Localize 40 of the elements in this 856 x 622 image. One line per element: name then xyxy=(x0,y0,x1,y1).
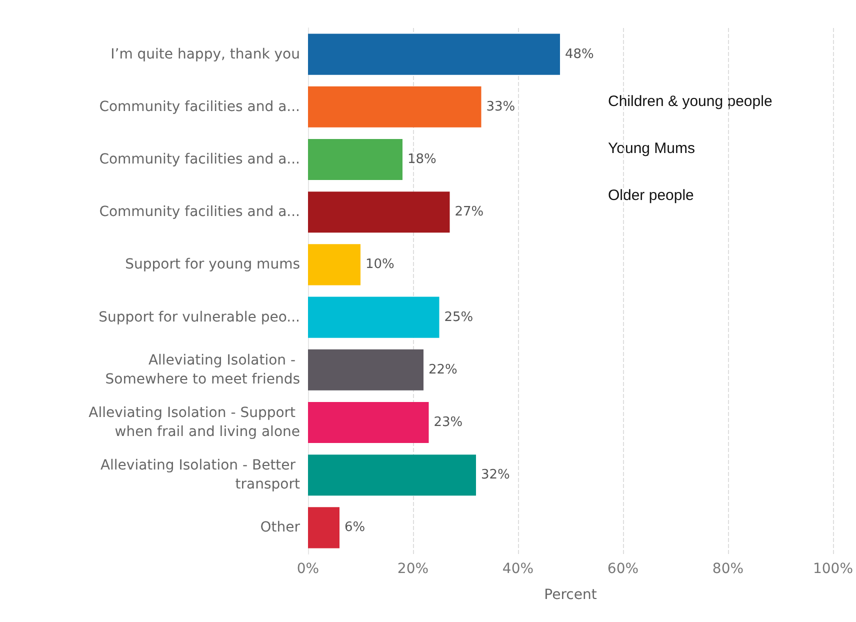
data-label: 33% xyxy=(486,99,516,114)
x-tick-label: 40% xyxy=(502,561,534,577)
x-axis-title: Percent xyxy=(544,587,598,603)
bar xyxy=(308,86,482,128)
y-tick-label: Support for vulnerable peo... xyxy=(98,309,300,326)
bar xyxy=(308,138,402,180)
bar xyxy=(308,244,360,286)
annotation: Older people xyxy=(608,187,694,204)
y-tick-label: Other xyxy=(260,520,300,536)
x-tick-label: 100% xyxy=(812,561,854,577)
data-label: 10% xyxy=(366,257,394,272)
y-tick-label: Support for young mums xyxy=(125,256,300,273)
data-label: 27% xyxy=(454,204,484,220)
bar xyxy=(308,296,440,338)
data-label: 48% xyxy=(564,46,594,62)
bar xyxy=(308,192,450,233)
data-label: 25% xyxy=(444,310,474,325)
x-tick-label: 80% xyxy=(712,561,744,577)
annotation: Young Mums xyxy=(608,140,695,157)
y-tick-label: Community facilities and a... xyxy=(99,152,300,168)
bar xyxy=(308,507,340,548)
y-tick-label: Alleviating Isolation - Support when frail and living alone xyxy=(88,405,300,440)
x-tick-label: 0% xyxy=(296,561,320,577)
data-label: 6% xyxy=(344,520,366,536)
y-tick-label: Alleviating Isolation - Somewhere to meet friends xyxy=(105,352,300,388)
y-tick-label: Community facilities and a... xyxy=(99,204,300,220)
data-label: 32% xyxy=(480,468,510,483)
data-label: 23% xyxy=(434,415,463,430)
bar xyxy=(308,349,424,390)
bar xyxy=(308,402,429,444)
bar xyxy=(308,454,476,496)
y-tick-label: Alleviating Isolation - Better transport xyxy=(100,458,300,493)
x-tick-label: 20% xyxy=(397,561,429,577)
y-tick-label: I’m quite happy, thank you xyxy=(110,46,300,62)
data-label: 22% xyxy=(428,362,458,378)
y-tick-label: Community facilities and a... xyxy=(99,98,300,115)
data-label: 18% xyxy=(408,152,436,167)
x-tick-label: 60% xyxy=(607,561,639,577)
annotation: Children & young people xyxy=(608,93,772,110)
bar xyxy=(308,34,560,75)
